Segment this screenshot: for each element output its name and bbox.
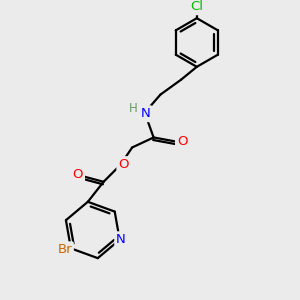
Text: O: O bbox=[118, 158, 129, 171]
Text: Cl: Cl bbox=[190, 0, 203, 13]
Text: N: N bbox=[141, 107, 151, 120]
Text: O: O bbox=[177, 135, 188, 148]
Text: O: O bbox=[73, 168, 83, 181]
Text: N: N bbox=[116, 233, 126, 246]
Text: Br: Br bbox=[57, 243, 72, 256]
Text: H: H bbox=[129, 101, 138, 115]
